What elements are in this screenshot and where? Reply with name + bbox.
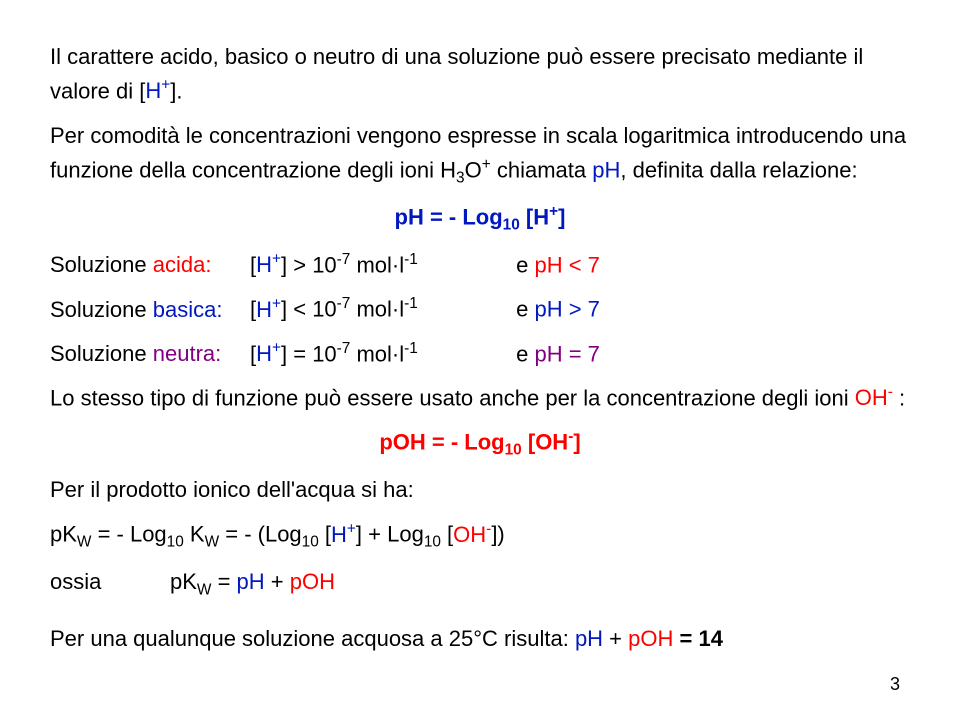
equation-ph: pH = - Log10 [H+] (50, 200, 910, 238)
ph-label: pH (592, 157, 620, 182)
ossia-line: ossiapKW = pH + pOH (50, 565, 910, 602)
paragraph-2: Per comodità le concentrazioni vengono e… (50, 119, 910, 191)
soluzione-acida: Soluzione acida:[H+] > 10-7 mol·l-1 e pH… (50, 248, 910, 282)
paragraph-4: Per il prodotto ionico dell'acqua si ha: (50, 473, 910, 507)
h-plus: H+ (145, 78, 170, 103)
soluzione-basica: Soluzione basica:[H+] < 10-7 mol·l-1 e p… (50, 292, 910, 326)
page-number: 3 (890, 671, 900, 699)
text: ]. (170, 78, 182, 103)
equation-poh: pOH = - Log10 [OH-] (50, 425, 910, 463)
soluzione-neutra: Soluzione neutra:[H+] = 10-7 mol·l-1 e p… (50, 337, 910, 371)
eq: pH = - Log (395, 205, 503, 230)
paragraph-1: Il carattere acido, basico o neutro di u… (50, 40, 910, 109)
paragraph-final: Per una qualunque soluzione acquosa a 25… (50, 622, 910, 656)
paragraph-3: Lo stesso tipo di funzione può essere us… (50, 381, 910, 415)
equation-pkw: pKW = - Log10 KW = - (Log10 [H+] + Log10… (50, 517, 910, 555)
